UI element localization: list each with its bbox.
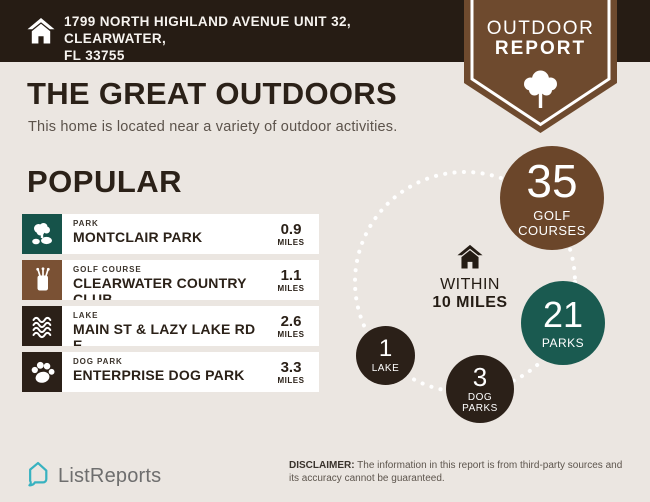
distance-value: 2.6 xyxy=(280,313,302,330)
popular-heading: POPULAR xyxy=(27,164,183,199)
stat-label: DOG PARKS xyxy=(462,392,498,414)
badge-title-line2: REPORT xyxy=(494,38,587,59)
item-distance: 1.1 MILES xyxy=(265,260,319,300)
item-category: LAKE xyxy=(73,311,99,320)
item-name: ENTERPRISE DOG PARK xyxy=(73,367,245,383)
distance-unit: MILES xyxy=(277,376,305,385)
page-title: THE GREAT OUTDOORS xyxy=(27,76,397,111)
list-item-text: GOLF COURSE CLEARWATER COUNTRY CLUB xyxy=(62,260,265,300)
brand-name: ListReports xyxy=(58,464,162,487)
item-category: PARK xyxy=(73,219,99,228)
item-distance: 3.3 MILES xyxy=(265,352,319,392)
distance-unit: MILES xyxy=(277,284,305,293)
stat-golf-courses: 35 GOLF COURSES xyxy=(500,146,604,250)
radius-label: 10 MILES xyxy=(432,294,508,311)
badge-title-line1: OUTDOOR xyxy=(486,18,595,39)
stat-label: GOLF COURSES xyxy=(518,208,586,238)
item-name: CLEARWATER COUNTRY CLUB xyxy=(73,275,247,300)
disclaimer-text: The information in this report is from t… xyxy=(289,460,623,484)
stat-value: 35 xyxy=(526,155,578,207)
item-distance: 0.9 MILES xyxy=(265,214,319,254)
stat-value: 1 xyxy=(378,335,393,362)
stat-label: PARKS xyxy=(541,335,585,350)
list-item-text: LAKE MAIN ST & LAZY LAKE RD E xyxy=(62,306,265,346)
property-address: 1799 NORTH HIGHLAND AVENUE UNIT 32, CLEA… xyxy=(64,13,454,64)
stat-dog-parks: 3 DOG PARKS xyxy=(446,355,514,423)
distance-value: 0.9 xyxy=(280,221,302,238)
within-label: WITHIN xyxy=(440,276,500,293)
listreports-house-icon xyxy=(26,460,50,492)
radius-center-label: WITHIN 10 MILES xyxy=(415,243,525,312)
stat-lake: 1 LAKE xyxy=(356,326,415,385)
listreports-logo: ListReports xyxy=(26,460,161,492)
item-name: MONTCLAIR PARK xyxy=(73,229,203,245)
item-distance: 2.6 MILES xyxy=(265,306,319,346)
list-item-text: PARK MONTCLAIR PARK xyxy=(62,214,265,254)
item-name: MAIN ST & LAZY LAKE RD E xyxy=(73,321,256,346)
paw-icon xyxy=(22,352,62,392)
list-item-lake: LAKE MAIN ST & LAZY LAKE RD E 2.6 MILES xyxy=(22,306,319,346)
stat-value: 21 xyxy=(542,293,584,335)
item-category: GOLF COURSE xyxy=(73,265,142,274)
distance-unit: MILES xyxy=(277,238,305,247)
address-line-1: 1799 NORTH HIGHLAND AVENUE UNIT 32, CLEA… xyxy=(64,14,352,46)
disclaimer-label: DISCLAIMER: xyxy=(289,460,355,471)
popular-list: PARK MONTCLAIR PARK 0.9 MILES xyxy=(22,214,319,398)
golf-bag-icon xyxy=(22,260,62,300)
list-item-park: PARK MONTCLAIR PARK 0.9 MILES xyxy=(22,214,319,254)
stat-parks: 21 PARKS xyxy=(521,281,605,365)
house-icon xyxy=(26,16,56,44)
address-line-2: FL 33755 xyxy=(64,48,125,63)
list-item-text: DOG PARK ENTERPRISE DOG PARK xyxy=(62,352,265,392)
badge-shape xyxy=(464,0,617,133)
list-item-golf-course: GOLF COURSE CLEARWATER COUNTRY CLUB 1.1 … xyxy=(22,260,319,300)
list-item-dog-park: DOG PARK ENTERPRISE DOG PARK 3.3 MILES xyxy=(22,352,319,392)
disclaimer: DISCLAIMER: The information in this repo… xyxy=(289,459,634,485)
distance-value: 3.3 xyxy=(280,359,302,376)
distance-value: 1.1 xyxy=(280,267,302,284)
distance-unit: MILES xyxy=(277,330,305,339)
waves-icon xyxy=(22,306,62,346)
item-category: DOG PARK xyxy=(73,357,123,366)
stat-value: 3 xyxy=(472,362,488,392)
page-subtitle: This home is located near a variety of o… xyxy=(28,119,398,135)
park-icon xyxy=(22,214,62,254)
outdoor-report-badge: OUTDOOR REPORT xyxy=(464,0,617,133)
tree-icon xyxy=(524,70,557,108)
stat-label: LAKE xyxy=(371,363,400,374)
house-icon-center xyxy=(456,243,484,274)
